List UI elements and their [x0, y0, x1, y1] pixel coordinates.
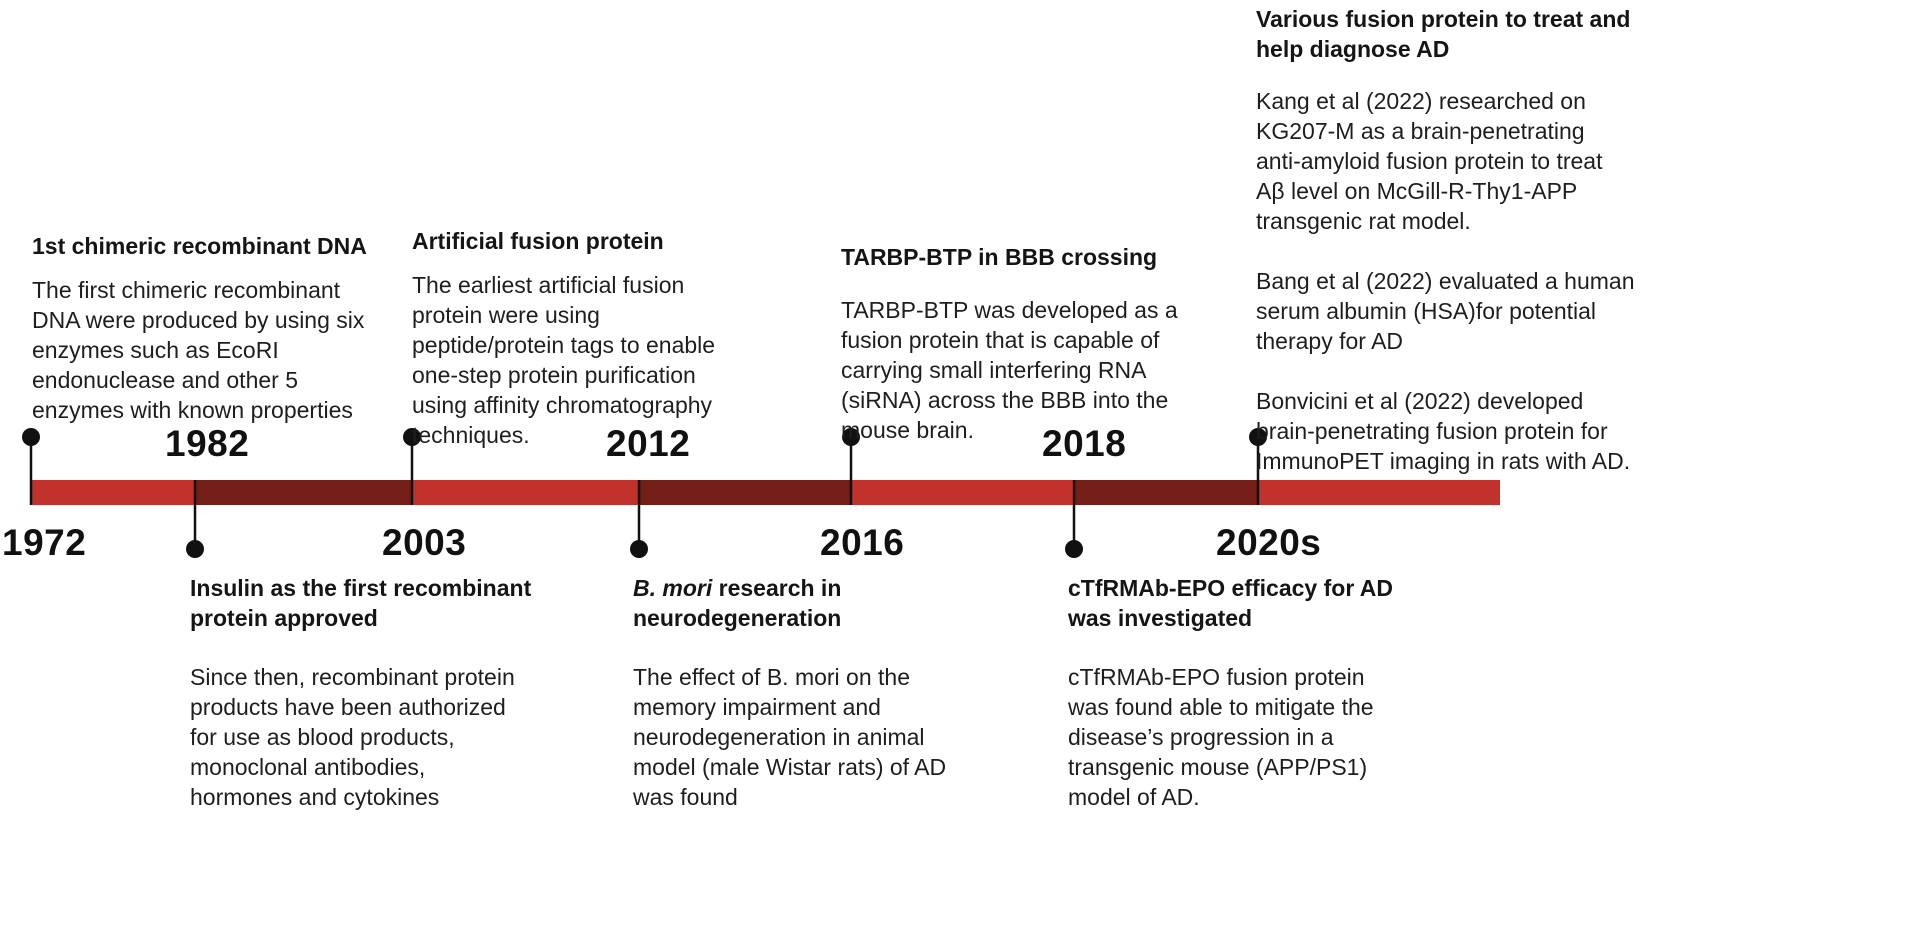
text-line: therapy for AD — [1256, 328, 1404, 354]
dot-2020s — [1249, 428, 1267, 446]
event-description: The earliest artificial fusion protein w… — [412, 270, 792, 450]
text-line: Various fusion protein to treat and — [1256, 6, 1631, 32]
text-line: techniques. — [412, 422, 530, 448]
text-line: B. mori research in — [633, 573, 1013, 603]
event-2003: Artificial fusion protein The earliest a… — [412, 226, 792, 450]
event-title: Various fusion protein to treat and help… — [1256, 4, 1916, 64]
track-segment-2003-2012 — [412, 480, 639, 505]
track-segment-2016-2018 — [851, 480, 1074, 505]
event-title: Insulin as the first recombinant protein… — [190, 573, 570, 633]
text-line: protein were using — [412, 302, 600, 328]
text-line: cTfRMAb-EPO fusion protein — [1068, 664, 1365, 690]
event-description: The effect of B. mori on the memory impa… — [633, 662, 1013, 812]
track-segment-1972-1982 — [30, 480, 195, 505]
species-name: B. mori — [633, 575, 713, 601]
title-rest: research in — [712, 575, 842, 601]
event-title: TARBP-BTP in BBB crossing — [841, 244, 1158, 270]
text-line: enzymes such as EcoRI — [32, 337, 279, 363]
dot-1982 — [186, 540, 204, 558]
text-line: serum albumin (HSA)for potential — [1256, 298, 1597, 324]
text-line: anti-amyloid fusion protein to treat — [1256, 148, 1603, 174]
event-title: 1st chimeric recombinant DNA — [32, 233, 367, 259]
text-line: The effect of B. mori on the — [633, 664, 910, 690]
text-line: disease’s progression in a — [1068, 724, 1334, 750]
text-line: carrying small interfering RNA — [841, 357, 1147, 383]
event-2012: B. mori research in neurodegeneration Th… — [633, 573, 1013, 812]
text-line: The earliest artificial fusion — [412, 272, 685, 298]
text-line: Bang et al (2022) evaluated a human — [1256, 268, 1635, 294]
event-2016: TARBP-BTP in BBB crossing TARBP-BTP was … — [841, 242, 1221, 445]
text-line: model (male Wistar rats) of AD — [633, 754, 947, 780]
year-label-2012: 2012 — [606, 423, 691, 464]
text-line: enzymes with known properties — [32, 397, 353, 423]
text-line: fusion protein that is capable of — [841, 327, 1160, 353]
timeline-track — [30, 480, 1500, 505]
dot-2018 — [1065, 540, 1083, 558]
text-line: peptide/protein tags to enable — [412, 332, 716, 358]
text-line: model of AD. — [1068, 784, 1200, 810]
dot-2016 — [842, 428, 860, 446]
text-line: The first chimeric recombinant — [32, 277, 341, 303]
text-line: mouse brain. — [841, 417, 974, 443]
year-label-1972: 1972 — [2, 522, 87, 563]
dot-2003 — [403, 428, 421, 446]
year-label-1982: 1982 — [165, 423, 250, 464]
text-line: neurodegeneration — [633, 605, 842, 631]
text-line: ImmunoPET imaging in rats with AD. — [1256, 448, 1631, 474]
text-line: for use as blood products, — [190, 724, 455, 750]
event-2018: cTfRMAb-EPO efficacy for AD was investig… — [1068, 573, 1468, 812]
event-description: cTfRMAb-EPO fusion protein was found abl… — [1068, 662, 1468, 812]
event-title: Artificial fusion protein — [412, 228, 664, 254]
event-title: cTfRMAb-EPO efficacy for AD was investig… — [1068, 573, 1468, 633]
text-line: was investigated — [1068, 605, 1253, 631]
text-line: endonuclease and other 5 — [32, 367, 298, 393]
text-line: TARBP-BTP was developed as a — [841, 297, 1178, 323]
text-line: Since then, recombinant protein — [190, 664, 515, 690]
text-line: DNA were produced by using six — [32, 307, 365, 333]
text-line: Aβ level on McGill-R-Thy1-APP — [1256, 178, 1578, 204]
dot-1972 — [22, 428, 40, 446]
text-line: hormones and cytokines — [190, 784, 440, 810]
text-line: Bonvicini et al (2022) developed — [1256, 388, 1584, 414]
text-line: Kang et al (2022) researched on — [1256, 88, 1586, 114]
text-line: monoclonal antibodies, — [190, 754, 426, 780]
text-line: memory impairment and — [633, 694, 881, 720]
year-label-2018: 2018 — [1042, 423, 1127, 464]
text-line: help diagnose AD — [1256, 36, 1450, 62]
event-1972: 1st chimeric recombinant DNA The first c… — [32, 231, 392, 425]
event-1982: Insulin as the first recombinant protein… — [190, 573, 570, 812]
event-title: B. mori research in neurodegeneration — [633, 573, 1013, 633]
track-segment-2018-2020s — [1074, 480, 1258, 505]
text-line: was found — [633, 784, 738, 810]
text-line: neurodegeneration in animal — [633, 724, 925, 750]
event-paragraph-bonvicini: Bonvicini et al (2022) developed brain-p… — [1256, 386, 1916, 476]
year-label-2003: 2003 — [382, 522, 467, 563]
text-line: KG207-M as a brain-penetrating — [1256, 118, 1585, 144]
year-label-2016: 2016 — [820, 522, 905, 563]
text-line: transgenic mouse (APP/PS1) — [1068, 754, 1368, 780]
event-paragraph-kang: Kang et al (2022) researched on KG207-M … — [1256, 86, 1916, 236]
dot-2012 — [630, 540, 648, 558]
text-line: cTfRMAb-EPO efficacy for AD — [1068, 575, 1394, 601]
event-2020s: Various fusion protein to treat and help… — [1256, 4, 1916, 476]
text-line: transgenic rat model. — [1256, 208, 1471, 234]
event-paragraph-bang: Bang et al (2022) evaluated a human seru… — [1256, 266, 1916, 356]
text-line: was found able to mitigate the — [1068, 694, 1374, 720]
text-line: protein approved — [190, 605, 378, 631]
text-line: (siRNA) across the BBB into the — [841, 387, 1169, 413]
event-description: Since then, recombinant protein products… — [190, 662, 570, 812]
text-line: using affinity chromatography — [412, 392, 713, 418]
text-line: one-step protein purification — [412, 362, 696, 388]
text-line: Insulin as the first recombinant — [190, 575, 532, 601]
track-segment-1982-2003 — [195, 480, 412, 505]
track-segment-2020s-end — [1258, 480, 1500, 505]
year-label-2020s: 2020s — [1216, 522, 1322, 563]
text-line: products have been authorized — [190, 694, 506, 720]
text-line: brain-penetrating fusion protein for — [1256, 418, 1608, 444]
event-description: TARBP-BTP was developed as a fusion prot… — [841, 295, 1221, 445]
event-description: The first chimeric recombinant DNA were … — [32, 275, 392, 425]
track-segment-2012-2016 — [639, 480, 851, 505]
